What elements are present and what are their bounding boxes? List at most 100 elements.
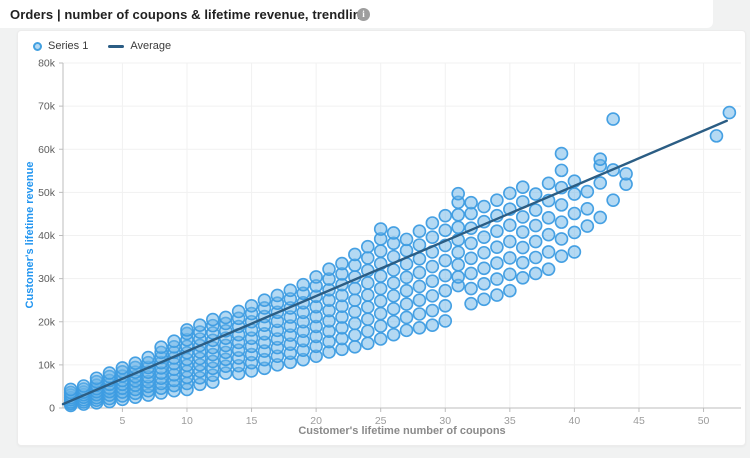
scatter-point[interactable]: [425, 274, 440, 289]
scatter-point[interactable]: [438, 268, 453, 283]
scatter-point[interactable]: [567, 225, 582, 240]
scatter-point[interactable]: [399, 270, 414, 285]
scatter-point[interactable]: [360, 324, 375, 339]
scatter-point[interactable]: [386, 289, 401, 303]
scatter-point[interactable]: [283, 283, 298, 298]
scatter-point[interactable]: [490, 288, 504, 302]
scatter-point[interactable]: [528, 218, 543, 233]
scatter-point[interactable]: [399, 297, 414, 311]
scatter-point[interactable]: [360, 288, 375, 302]
scatter-point[interactable]: [244, 298, 259, 313]
scatter-point[interactable]: [154, 340, 168, 354]
scatter-point[interactable]: [554, 198, 569, 212]
scatter-point[interactable]: [438, 208, 453, 223]
scatter-point[interactable]: [193, 318, 207, 333]
scatter-point[interactable]: [399, 323, 414, 338]
scatter-point[interactable]: [412, 307, 427, 321]
scatter-point[interactable]: [541, 262, 556, 276]
scatter-point[interactable]: [554, 146, 569, 161]
scatter-point[interactable]: [360, 276, 375, 290]
scatter-point[interactable]: [348, 247, 362, 262]
scatter-point[interactable]: [412, 224, 427, 238]
scatter-point[interactable]: [451, 208, 465, 222]
scatter-point[interactable]: [360, 312, 375, 326]
scatter-point[interactable]: [115, 361, 130, 375]
scatter-point[interactable]: [218, 310, 233, 325]
scatter-point[interactable]: [709, 129, 724, 143]
scatter-point[interactable]: [528, 266, 543, 281]
scatter-point[interactable]: [386, 226, 401, 240]
scatter-point[interactable]: [180, 323, 194, 337]
scatter-point[interactable]: [438, 283, 453, 298]
scatter-point[interactable]: [386, 327, 401, 342]
scatter-point[interactable]: [554, 215, 569, 229]
legend-item-series1[interactable]: Series 1: [27, 36, 94, 56]
scatter-point[interactable]: [373, 244, 388, 258]
scatter-point[interactable]: [360, 251, 375, 265]
scatter-point[interactable]: [619, 167, 633, 181]
scatter-point[interactable]: [477, 277, 491, 291]
scatter-point[interactable]: [541, 211, 556, 225]
scatter-point[interactable]: [515, 180, 530, 194]
scatter-point[interactable]: [606, 193, 620, 207]
scatter-point[interactable]: [503, 283, 517, 298]
scatter-point[interactable]: [464, 236, 478, 251]
scatter-point[interactable]: [464, 266, 478, 281]
scatter-point[interactable]: [296, 277, 311, 292]
scatter-point[interactable]: [503, 218, 517, 232]
scatter-point[interactable]: [386, 314, 401, 329]
scatter-point[interactable]: [438, 314, 453, 328]
scatter-point[interactable]: [167, 334, 181, 348]
scatter-point[interactable]: [567, 206, 582, 221]
scatter-point[interactable]: [464, 296, 478, 311]
scatter-point[interactable]: [373, 294, 388, 308]
scatter-point[interactable]: [464, 281, 478, 296]
scatter-point[interactable]: [102, 366, 117, 380]
scatter-point[interactable]: [567, 187, 582, 201]
scatter-point[interactable]: [490, 193, 504, 207]
scatter-point[interactable]: [425, 216, 440, 230]
scatter-point[interactable]: [451, 220, 465, 235]
scatter-point[interactable]: [567, 245, 582, 259]
scatter-point[interactable]: [348, 339, 362, 354]
scatter-point[interactable]: [309, 270, 323, 284]
scatter-point[interactable]: [348, 281, 362, 296]
scatter-point[interactable]: [206, 312, 220, 327]
scatter-point[interactable]: [580, 184, 595, 199]
scatter-point[interactable]: [412, 265, 427, 280]
scatter-point[interactable]: [373, 281, 388, 296]
scatter-point[interactable]: [373, 306, 388, 321]
scatter-point[interactable]: [425, 259, 440, 274]
scatter-point[interactable]: [606, 112, 620, 126]
scatter-point[interactable]: [412, 293, 427, 307]
scatter-point[interactable]: [360, 300, 375, 314]
scatter-point[interactable]: [438, 253, 453, 268]
scatter-point[interactable]: [412, 320, 427, 335]
scatter-point[interactable]: [451, 186, 465, 201]
scatter-point[interactable]: [515, 270, 530, 285]
scatter-point[interactable]: [503, 186, 517, 201]
scatter-point[interactable]: [515, 240, 530, 255]
scatter-point[interactable]: [593, 176, 608, 190]
scatter-point[interactable]: [490, 272, 504, 286]
scatter-point[interactable]: [593, 152, 608, 166]
scatter-point[interactable]: [399, 232, 414, 247]
scatter-point[interactable]: [503, 267, 517, 282]
trendline[interactable]: [61, 119, 728, 406]
scatter-point[interactable]: [503, 234, 517, 249]
scatter-point[interactable]: [528, 203, 543, 217]
scatter-point[interactable]: [322, 262, 336, 276]
scatter-point[interactable]: [348, 316, 362, 331]
scatter-point[interactable]: [528, 187, 543, 201]
scatter-point[interactable]: [477, 245, 491, 260]
scatter-point[interactable]: [257, 293, 272, 307]
scatter-point[interactable]: [348, 305, 362, 319]
scatter-point[interactable]: [477, 230, 491, 245]
scatter-point[interactable]: [399, 283, 414, 298]
scatter-point[interactable]: [360, 336, 375, 351]
scatter-point[interactable]: [373, 332, 388, 346]
scatter-point[interactable]: [128, 356, 143, 370]
scatter-point[interactable]: [386, 276, 401, 290]
info-icon[interactable]: i: [357, 8, 370, 21]
scatter-point[interactable]: [490, 256, 504, 270]
